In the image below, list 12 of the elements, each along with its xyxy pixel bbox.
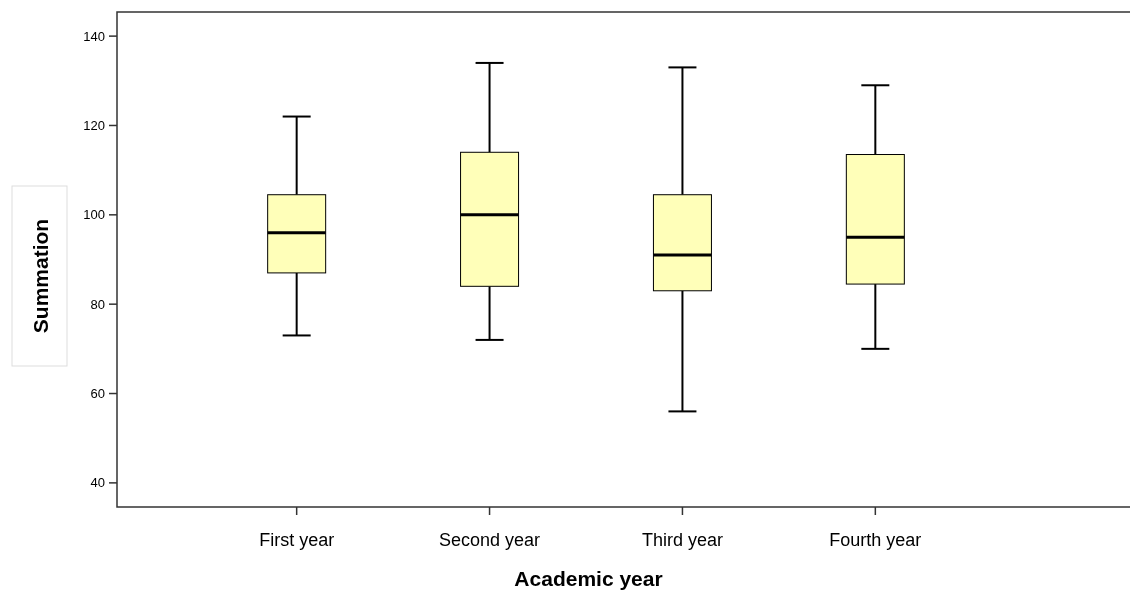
y-tick-label: 100 bbox=[83, 207, 105, 223]
y-axis-title: Summation bbox=[29, 218, 52, 334]
y-tick-label: 120 bbox=[83, 118, 105, 134]
y-tick-label: 40 bbox=[90, 475, 105, 491]
x-tick-label: Second year bbox=[439, 530, 541, 550]
x-tick-label: Fourth year bbox=[829, 530, 922, 550]
y-tick-label: 140 bbox=[83, 28, 105, 44]
x-tick-label: First year bbox=[259, 530, 335, 550]
y-tick-label: 60 bbox=[90, 386, 105, 402]
x-axis-title: Academic year bbox=[514, 567, 663, 590]
y-tick-label: 80 bbox=[90, 296, 105, 312]
x-tick-label: Third year bbox=[641, 530, 723, 550]
